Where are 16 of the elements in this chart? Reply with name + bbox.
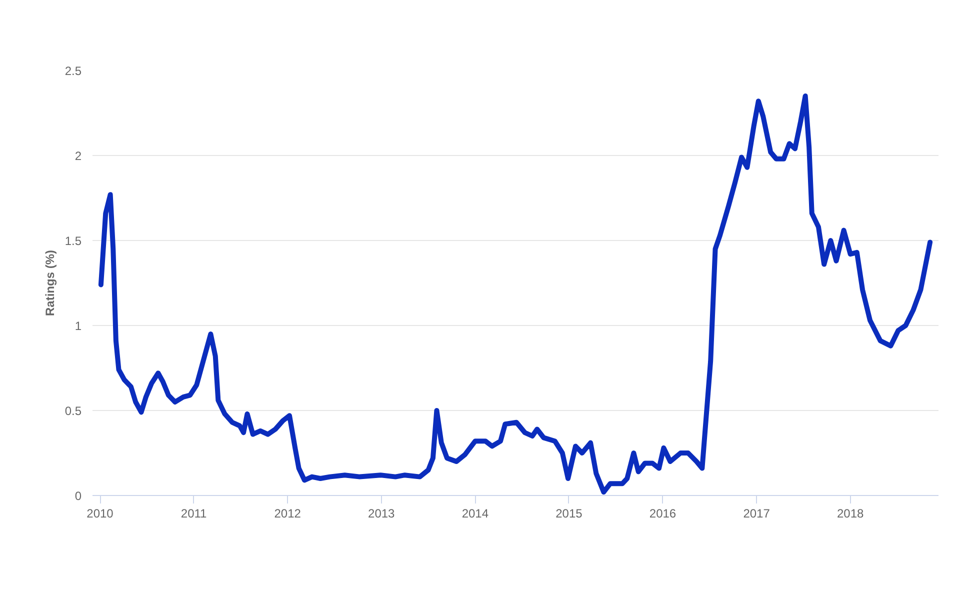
x-tick-label: 2010 <box>86 506 114 520</box>
x-tick-label: 2012 <box>274 506 302 520</box>
x-tick-label: 2013 <box>368 506 396 520</box>
y-tick-label: 1.5 <box>64 234 82 248</box>
y-tick-label: 0.5 <box>64 404 82 418</box>
x-tick-label: 2018 <box>836 506 864 520</box>
x-tick-label: 2015 <box>556 506 583 520</box>
x-tick-label: 2016 <box>649 506 676 520</box>
x-tick-label: 2014 <box>462 506 489 520</box>
x-tick-label: 2011 <box>180 506 208 520</box>
y-axis-title: Ratings (%) <box>42 250 57 316</box>
y-tick-label: 2.5 <box>64 64 82 78</box>
x-tick-label: 2017 <box>743 506 770 520</box>
y-tick-label: 2 <box>74 149 82 163</box>
y-tick-label: 1 <box>74 319 82 333</box>
y-tick-label: 0 <box>74 489 82 503</box>
